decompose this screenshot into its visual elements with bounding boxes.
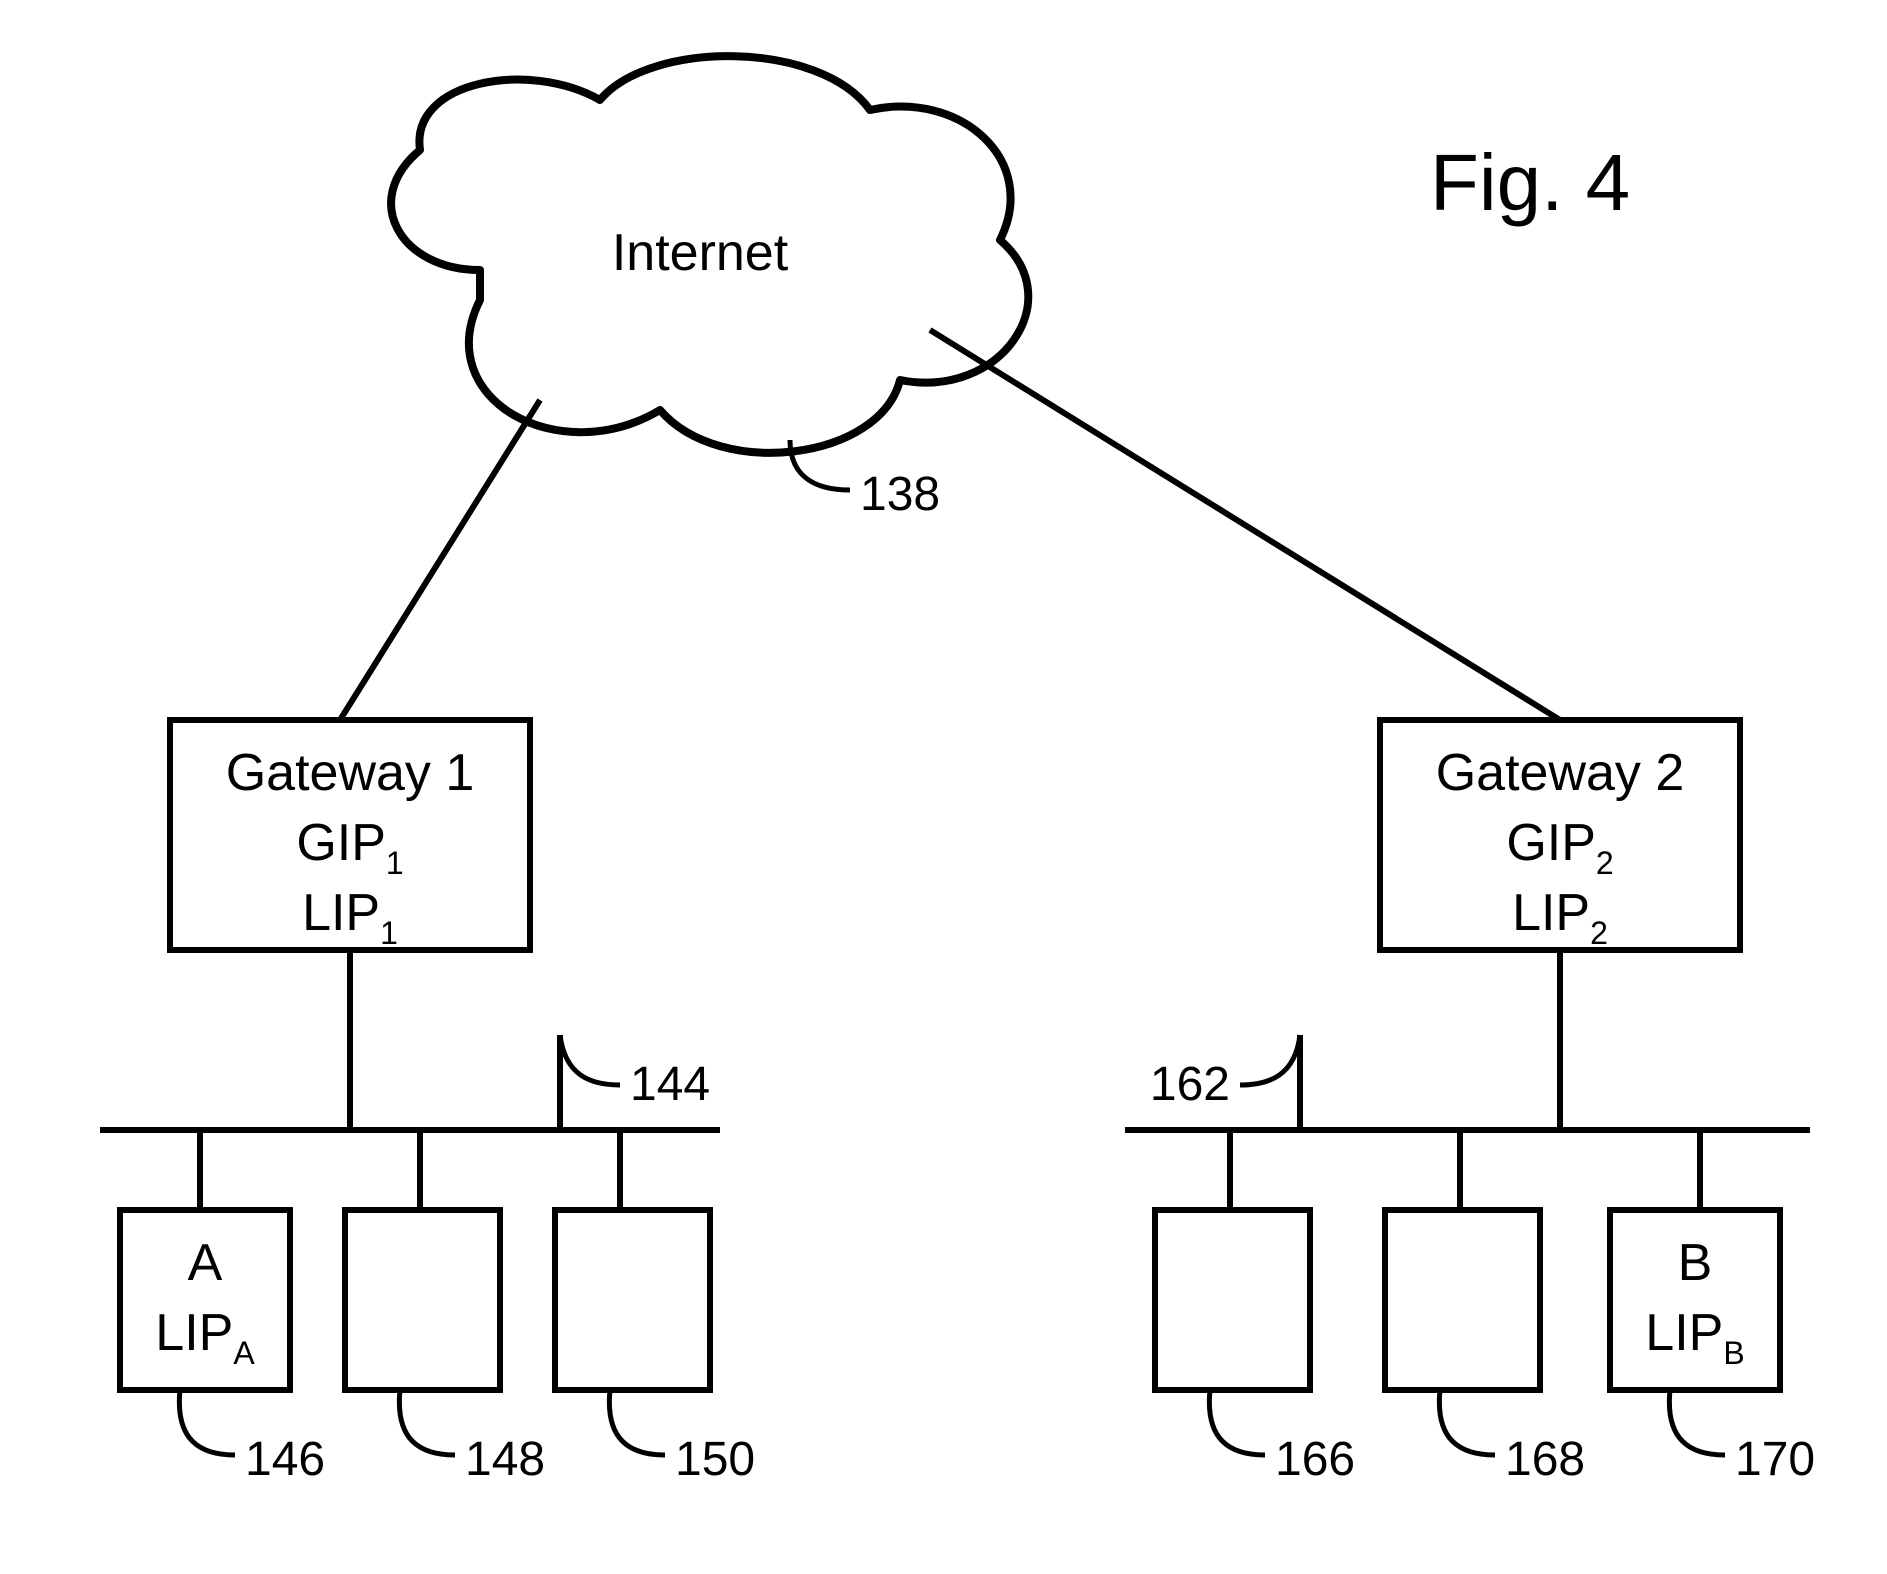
leader-148	[399, 1390, 455, 1455]
node-b: B LIPB	[1610, 1210, 1780, 1390]
ref-170: 170	[1735, 1433, 1815, 1486]
ref-144: 144	[630, 1058, 710, 1111]
gateway-1: Gateway 1 GIP1 LIP1	[170, 720, 530, 951]
figure-label: Fig. 4	[1430, 138, 1630, 227]
leader-170	[1669, 1390, 1725, 1455]
ref-138: 138	[860, 468, 940, 521]
node-a: A LIPA	[120, 1210, 290, 1390]
node-150	[555, 1210, 710, 1390]
leader-166	[1209, 1390, 1265, 1455]
ref-146: 146	[245, 1433, 325, 1486]
node-148	[345, 1210, 500, 1390]
leader-146	[179, 1390, 235, 1455]
node-b-label: B	[1678, 1234, 1713, 1292]
node-166	[1155, 1210, 1310, 1390]
leader-144	[560, 1035, 620, 1085]
gw1-line1: Gateway 1	[226, 744, 475, 802]
node-168	[1385, 1210, 1540, 1390]
ref-162: 162	[1150, 1058, 1230, 1111]
leader-162	[1240, 1035, 1300, 1085]
edge-cloud-gw2	[930, 330, 1560, 720]
ref-166: 166	[1275, 1433, 1355, 1486]
ref-148: 148	[465, 1433, 545, 1486]
internet-label: Internet	[612, 224, 789, 282]
ref-150: 150	[675, 1433, 755, 1486]
leader-168	[1439, 1390, 1495, 1455]
diagram-canvas: Fig. 4 Internet 138 Gateway 1 GIP1 LIP1 …	[0, 0, 1887, 1574]
edge-cloud-gw1	[340, 400, 540, 720]
gateway-2: Gateway 2 GIP2 LIP2	[1380, 720, 1740, 951]
node-a-label: A	[188, 1234, 223, 1292]
internet-cloud: Internet	[391, 56, 1028, 453]
leader-150	[609, 1390, 665, 1455]
ref-168: 168	[1505, 1433, 1585, 1486]
gw2-line1: Gateway 2	[1436, 744, 1685, 802]
